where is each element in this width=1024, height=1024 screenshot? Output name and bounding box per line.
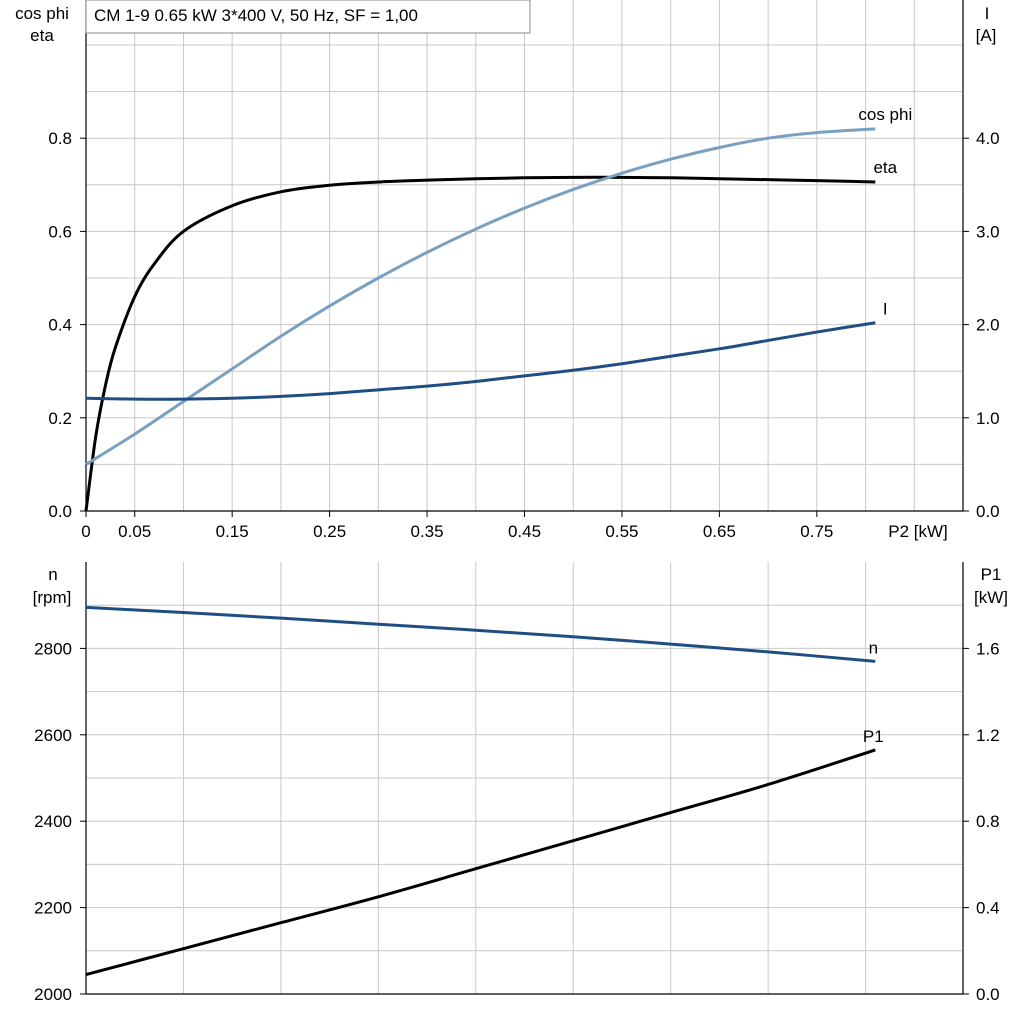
y2-axis-label: [kW]	[974, 588, 1008, 607]
x-tick-label: 0	[81, 522, 90, 541]
x-tick-label: 0.25	[313, 522, 346, 541]
series-line-cos-phi	[85, 127, 876, 466]
y2-tick-label: 1.0	[976, 409, 1000, 428]
y-axis-label: [rpm]	[33, 588, 72, 607]
series-label: P1	[863, 727, 884, 746]
x-tick-label: 0.75	[800, 522, 833, 541]
series-label: n	[869, 638, 878, 657]
y2-tick-label: 4.0	[976, 129, 1000, 148]
series-line-eta	[84, 175, 876, 512]
y-tick-label: 2000	[34, 985, 72, 1004]
y2-tick-label: 0.0	[976, 985, 1000, 1004]
series-line-i	[85, 321, 876, 401]
y2-tick-label: 0.8	[976, 812, 1000, 831]
y2-tick-label: 0.4	[976, 899, 1000, 918]
y-axis-label: n	[48, 565, 57, 584]
y2-tick-label: 0.0	[976, 502, 1000, 521]
series-label: eta	[873, 158, 897, 177]
y2-tick-label: 1.2	[976, 726, 1000, 745]
title-box	[85, 0, 531, 34]
y-tick-label: 2800	[34, 639, 72, 658]
series-line-n	[85, 605, 876, 663]
y-tick-label: 0.2	[48, 409, 72, 428]
y2-tick-label: 3.0	[976, 222, 1000, 241]
y-tick-label: 0.8	[48, 129, 72, 148]
y2-tick-label: 2.0	[976, 316, 1000, 335]
x-tick-label: 0.05	[118, 522, 151, 541]
y-axis-label: eta	[30, 26, 54, 45]
y-axis-label: cos phi	[15, 4, 69, 23]
y-tick-label: 0.0	[48, 502, 72, 521]
chart-title: CM 1-9 0.65 kW 3*400 V, 50 Hz, SF = 1,00	[94, 6, 418, 25]
y-tick-label: 2600	[34, 726, 72, 745]
y-tick-label: 0.6	[48, 222, 72, 241]
x-tick-label: 0.55	[605, 522, 638, 541]
x-axis-label: P2 [kW]	[888, 522, 948, 541]
x-tick-label: 0.35	[411, 522, 444, 541]
series-label: cos phi	[858, 105, 912, 124]
x-tick-label: 0.65	[703, 522, 736, 541]
y-tick-label: 2400	[34, 812, 72, 831]
y2-axis-label: P1	[981, 565, 1002, 584]
y2-axis-label: I	[985, 4, 990, 23]
x-tick-label: 0.15	[216, 522, 249, 541]
series-label: I	[883, 300, 888, 319]
y2-axis-label: [A]	[976, 26, 997, 45]
y2-tick-label: 1.6	[976, 639, 1000, 658]
x-tick-label: 0.45	[508, 522, 541, 541]
y-tick-label: 0.4	[48, 316, 72, 335]
y-tick-label: 2200	[34, 899, 72, 918]
series-line-p1	[85, 748, 876, 977]
